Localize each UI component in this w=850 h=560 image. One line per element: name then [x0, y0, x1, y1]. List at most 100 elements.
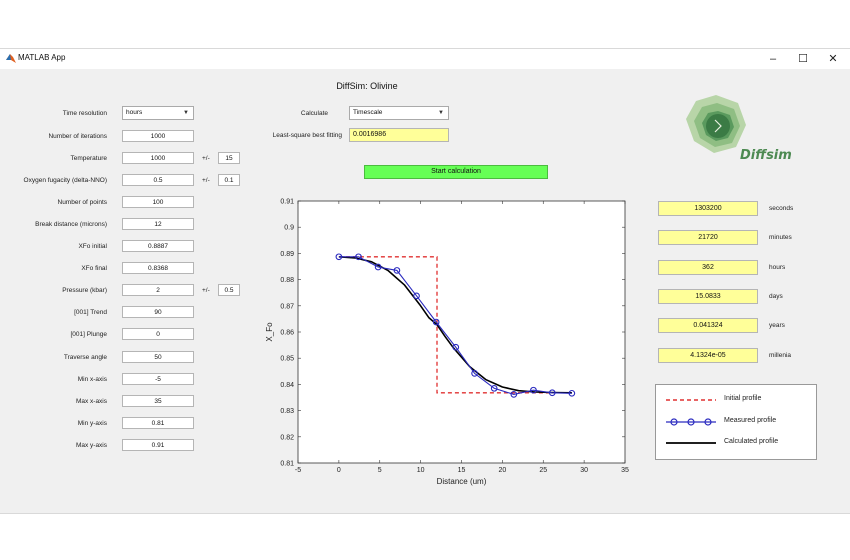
x-tick-label: 15 [458, 467, 466, 474]
y-tick-label: 0.9 [284, 225, 294, 232]
param-input[interactable]: 1000 [122, 152, 194, 164]
chevron-down-icon: ▼ [438, 110, 444, 116]
plus-minus-label: +/- [202, 287, 210, 294]
param-input[interactable]: 0.8887 [122, 240, 194, 252]
app-title: DiffSim: Olivine [336, 81, 398, 91]
result-value: 1303200 [658, 201, 758, 216]
result-unit: millenia [769, 352, 792, 359]
measured-point [471, 370, 478, 377]
param-label: Pressure (kbar) [62, 287, 107, 294]
result-value: 15.0833 [658, 289, 758, 304]
x-tick-label: 20 [498, 467, 506, 474]
calculate-value: Timescale [353, 109, 383, 116]
param-label: Break distance (microns) [35, 221, 107, 228]
chart-legend: Initial profile Measured profile Calcula… [655, 384, 817, 460]
x-tick-label: 5 [378, 467, 382, 474]
result-unit: seconds [769, 205, 794, 212]
minimize-icon: – [769, 53, 777, 65]
measured-point [374, 263, 382, 271]
minimize-button[interactable]: – [758, 51, 788, 67]
y-tick-label: 0.91 [280, 199, 294, 206]
chevron-down-icon: ▼ [183, 110, 189, 116]
param-label: Traverse angle [63, 354, 107, 361]
result-value: 4.1324e-05 [658, 348, 758, 363]
param-input[interactable]: 100 [122, 196, 194, 208]
start-calculation-button[interactable]: Start calculation [364, 165, 548, 179]
time-resolution-dropdown[interactable]: hours ▼ [122, 106, 194, 120]
plus-minus-label: +/- [202, 155, 210, 162]
param-label: [001] Trend [74, 309, 107, 316]
param-input[interactable]: 35 [122, 395, 194, 407]
plot-area [297, 200, 626, 464]
measured-point [393, 267, 401, 274]
measured-point [432, 318, 440, 326]
measured-point [355, 253, 362, 261]
uncertainty-input[interactable]: 0.1 [218, 174, 240, 186]
uncertainty-input[interactable]: 0.5 [218, 284, 240, 296]
maximize-button[interactable]: ☐ [788, 51, 818, 67]
close-icon: ✕ [828, 53, 838, 65]
x-tick-label: 35 [621, 467, 629, 474]
calculate-label: Calculate [300, 110, 328, 117]
param-input[interactable]: 2 [122, 284, 194, 296]
result-unit: years [769, 322, 785, 329]
param-label: Temperature [70, 155, 108, 162]
param-input[interactable]: 50 [122, 351, 194, 363]
param-input[interactable]: 0.91 [122, 439, 194, 451]
window-title: MATLAB App [18, 53, 66, 62]
measured-point [413, 292, 420, 300]
y-tick-label: 0.86 [280, 330, 294, 337]
time-resolution-value: hours [126, 109, 143, 116]
y-tick-label: 0.82 [280, 434, 294, 441]
x-tick-label: 25 [539, 467, 547, 474]
maximize-icon: ☐ [798, 53, 808, 65]
param-input[interactable]: 0 [122, 328, 194, 340]
x-tick-label: -5 [295, 467, 301, 474]
measured-point [548, 389, 556, 397]
result-value: 362 [658, 260, 758, 275]
title-bar: MATLAB App – ☐ ✕ [0, 49, 850, 69]
measured-point [530, 386, 537, 394]
param-input[interactable]: 0.81 [122, 417, 194, 429]
y-tick-label: 0.84 [280, 382, 294, 389]
plus-minus-label: +/- [202, 177, 210, 184]
y-axis-label: X_Fo [265, 322, 274, 342]
measured-point [510, 391, 518, 398]
legend-calculated-profile: Calculated profile [662, 436, 812, 450]
measured-point [452, 343, 460, 351]
x-tick-label: 0 [337, 467, 341, 474]
param-input[interactable]: 0.5 [122, 174, 194, 186]
uncertainty-input[interactable]: 15 [218, 152, 240, 164]
x-tick-label: 10 [417, 467, 425, 474]
svg-text:Diffsim: Diffsim [740, 148, 792, 163]
result-unit: hours [769, 264, 786, 271]
param-label: Oxygen fugacity (delta-NNO) [23, 177, 107, 184]
calculate-dropdown[interactable]: Timescale ▼ [349, 106, 449, 120]
y-tick-label: 0.83 [280, 408, 294, 415]
close-button[interactable]: ✕ [818, 51, 848, 67]
measured-point [490, 384, 498, 392]
measured-point [568, 389, 576, 397]
legend-measured-profile: Measured profile [662, 415, 812, 429]
lsq-value-field: 0.0016986 [349, 128, 449, 142]
y-tick-label: 0.81 [280, 461, 294, 468]
result-unit: minutes [769, 234, 792, 241]
param-input[interactable]: 12 [122, 218, 194, 230]
result-value: 0.041324 [658, 318, 758, 333]
diffsim-logo: Diffsim [686, 95, 792, 163]
matlab-logo-icon [6, 54, 16, 63]
param-input[interactable]: 90 [122, 306, 194, 318]
param-label: Max y-axis [75, 442, 107, 449]
result-unit: days [769, 293, 783, 300]
result-value: 21720 [658, 230, 758, 245]
x-axis-label: Distance (um) [437, 477, 487, 486]
param-input[interactable]: 0.8368 [122, 262, 194, 274]
legend-label: Calculated profile [724, 438, 779, 445]
param-input[interactable]: 1000 [122, 130, 194, 142]
param-label: XFo final [81, 265, 107, 272]
param-label: Max x-axis [75, 398, 107, 405]
initial-profile-line [338, 256, 572, 394]
profile-chart: -5 0 5 10 15 20 25 30 35 0.81 0.82 0.83 0.84 0.85 0.86… [265, 199, 629, 487]
param-input[interactable]: -5 [122, 373, 194, 385]
y-tick-label: 0.88 [280, 277, 294, 284]
